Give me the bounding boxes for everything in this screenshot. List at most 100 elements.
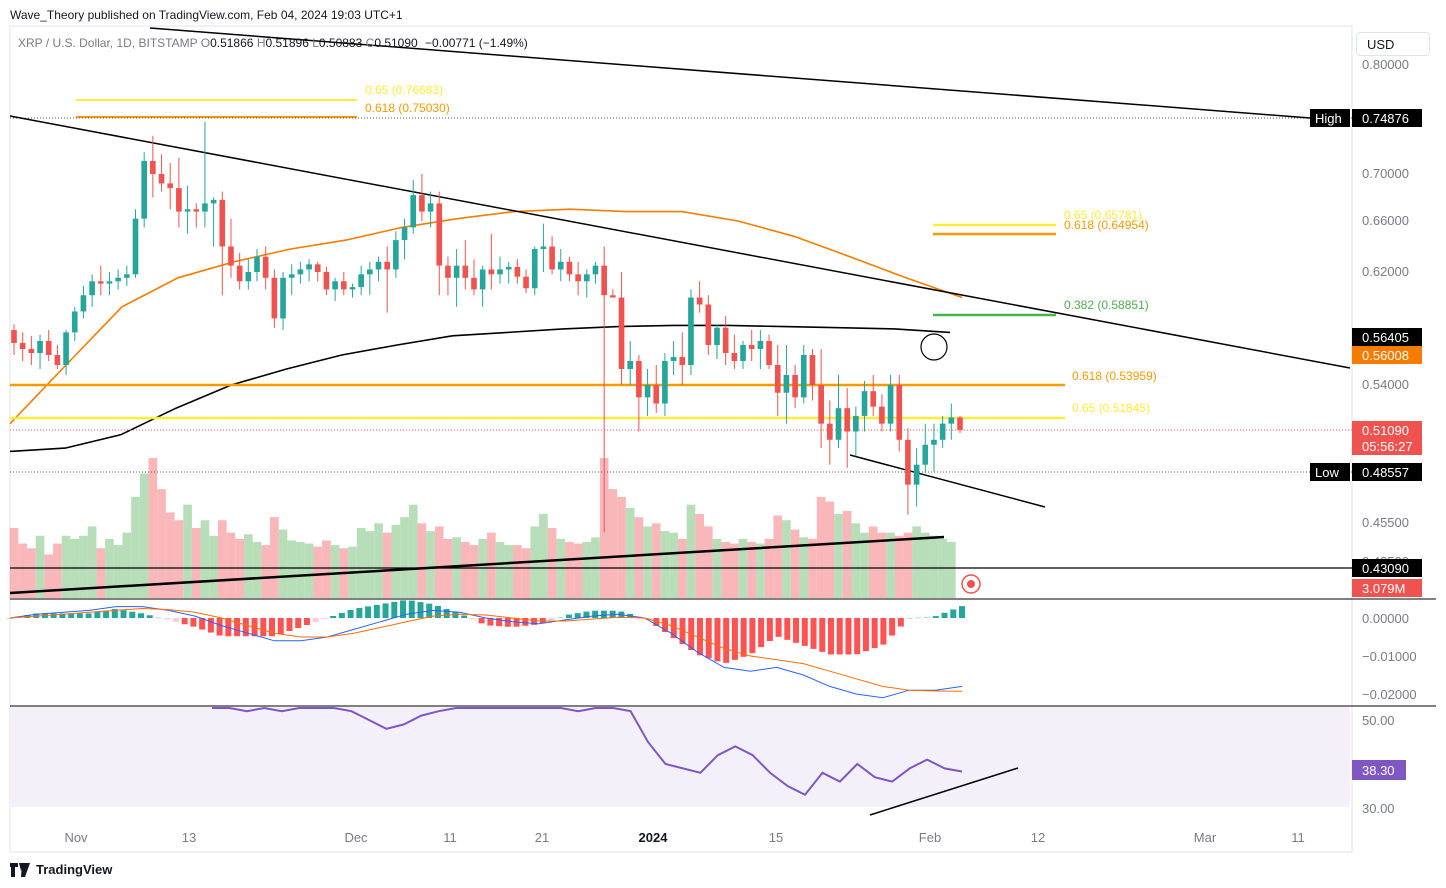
candle-body [792, 375, 798, 398]
macd-histogram-bar [434, 605, 441, 618]
candle-body [167, 183, 174, 189]
macd-histogram-bar [775, 618, 782, 637]
candle-body [141, 160, 148, 219]
candle-body [948, 417, 955, 424]
candle-body [158, 174, 165, 184]
volume-bar [894, 535, 904, 598]
macd-line [9, 606, 963, 699]
macd-histogram-bar [758, 618, 765, 648]
open-label: O [200, 36, 211, 50]
volume-bar [278, 529, 288, 598]
price-tag-box [1352, 559, 1422, 577]
volume-bar [460, 542, 470, 598]
time-axis-label: 2024 [639, 830, 669, 845]
volume-bar [539, 514, 548, 598]
macd-histogram-bar [548, 618, 555, 621]
macd-histogram-bar [103, 610, 110, 618]
candle-body [210, 199, 217, 204]
candle-body [766, 341, 772, 365]
macd-histogram-bar [382, 603, 389, 618]
candle-body [71, 311, 78, 333]
rsi-value-label: 38.30 [1362, 763, 1395, 778]
volume-bar [417, 523, 427, 598]
candle-body [922, 444, 929, 465]
macd-histogram-bar [417, 602, 424, 618]
rsi-axis-label: 50.00 [1362, 713, 1395, 728]
candle-body [202, 203, 208, 212]
candle-body [505, 266, 512, 270]
candle-body [45, 341, 52, 355]
rsi-value-box [1352, 760, 1406, 780]
volume-bar [721, 542, 731, 598]
volume-bar [868, 526, 878, 598]
trendline [149, 27, 1311, 119]
time-axis[interactable]: Nov 13 Dec 11 21 2024 15 Feb 12 Mar 11 [64, 830, 1304, 845]
volume-bar [374, 523, 383, 598]
macd-histogram-bar [76, 613, 83, 618]
candle-body [514, 266, 521, 277]
price-axis-label: 0.80000 [1362, 57, 1409, 72]
candle-body [375, 261, 382, 270]
candle-body [722, 327, 729, 353]
volume-bar [87, 526, 97, 598]
candle-body [401, 227, 408, 241]
macd-histogram-bar [338, 612, 345, 618]
symbol-legend: XRP / U.S. Dollar, 1D, BITSTAMP O0.51866… [18, 36, 528, 50]
volume-bar [625, 507, 635, 598]
change-value: −0.00771 (−1.49%) [425, 36, 528, 50]
macd-histogram-bar [496, 618, 503, 627]
volume-bar [53, 543, 62, 598]
volume-bar [122, 532, 132, 598]
footer-brand[interactable]: TradingView [10, 862, 112, 877]
price-tag-box [1352, 421, 1422, 439]
candle-body [853, 415, 859, 432]
macd-histogram-bar [408, 600, 415, 618]
volume-bar [313, 546, 323, 598]
volume-bar [226, 532, 236, 598]
price-tag-box [1352, 437, 1422, 455]
macd-histogram-bar [766, 618, 773, 642]
volume-alert-icon-dot [967, 580, 975, 588]
macd-histogram-bar [190, 618, 197, 627]
macd-histogram-bar [68, 613, 75, 618]
price-tag-value: 0.43090 [1362, 561, 1409, 576]
volume-bar [790, 529, 800, 598]
candle-body [731, 353, 738, 361]
candle-body [219, 199, 226, 247]
volume-bar [929, 535, 939, 598]
candle-body [783, 375, 790, 393]
currency-button[interactable]: USD [1356, 32, 1430, 56]
volume-bar [469, 545, 479, 598]
candle-body [826, 423, 833, 440]
candle-body [688, 297, 694, 365]
macd-histogram-bar [181, 618, 188, 625]
volume-bar [834, 514, 843, 598]
time-axis-label: 11 [443, 830, 457, 845]
fib-level-label: 0.618 (0.53959) [1072, 369, 1157, 383]
macd-histogram-bar [295, 618, 302, 629]
macd-histogram-bar [469, 618, 476, 620]
candle-body [800, 355, 807, 398]
fib-level-label: 0.65 (0.65781) [1064, 208, 1142, 222]
price-axis-label: 0.45500 [1362, 515, 1409, 530]
macd-histogram-bar [731, 618, 738, 660]
price-axis-label: 0.66000 [1362, 213, 1409, 228]
volume-bar [183, 504, 192, 598]
price-tag-value: 3.079M [1362, 581, 1405, 596]
candle-body [367, 269, 373, 275]
macd-histogram-bar [600, 610, 607, 618]
low-label: L [312, 36, 319, 50]
macd-histogram-bar [373, 604, 380, 618]
macd-histogram-bar [356, 607, 363, 618]
price-tag-box [1352, 328, 1422, 346]
crossover-circle [920, 333, 948, 361]
candle-body [549, 246, 555, 270]
volume-bar [322, 540, 331, 598]
macd-histogram-bar [854, 618, 861, 655]
macd-histogram-bar [400, 600, 407, 618]
candle-body [931, 439, 937, 445]
volume-bar [243, 534, 253, 598]
candle-body [896, 385, 903, 440]
candle-body [774, 365, 781, 393]
